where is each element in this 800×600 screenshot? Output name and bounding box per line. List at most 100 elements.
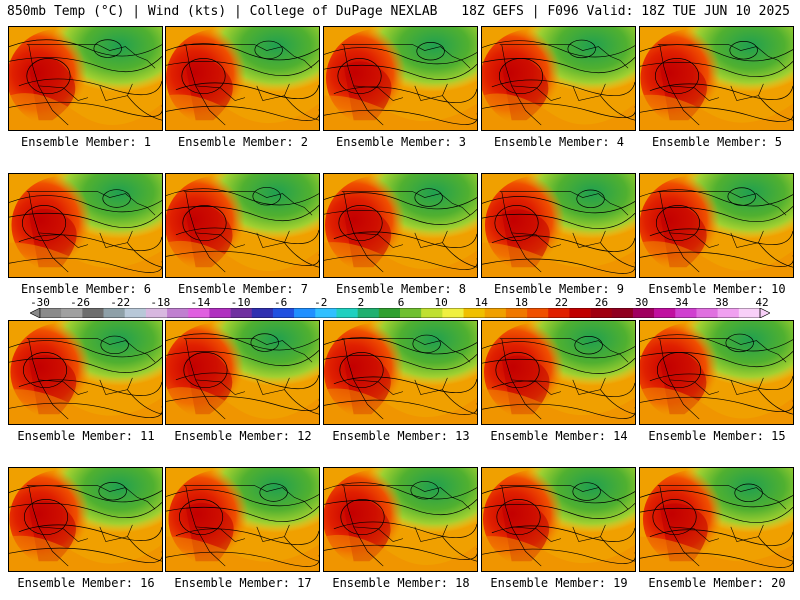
temperature-map bbox=[324, 174, 477, 277]
temperature-map bbox=[482, 27, 635, 130]
temperature-map bbox=[166, 468, 319, 571]
temperature-map bbox=[166, 174, 319, 277]
temperature-colorbar bbox=[30, 308, 770, 318]
colorbar-segment bbox=[696, 308, 718, 318]
temperature-map bbox=[9, 321, 162, 424]
ensemble-map-panel bbox=[481, 467, 636, 572]
temperature-map bbox=[9, 27, 162, 130]
ensemble-map-panel bbox=[8, 467, 163, 572]
colorbar-outline bbox=[39, 308, 761, 318]
header-title: 850mb Temp (°C) | Wind (kts) | College o… bbox=[7, 4, 438, 19]
ensemble-map-panel bbox=[8, 173, 163, 278]
colorbar-segment bbox=[654, 308, 676, 318]
temperature-map bbox=[324, 468, 477, 571]
colorbar-tick-labels: -30 -26 -22 -18 -14 -10 -6 -2 2 6 10 14 18 22 26 30 34 38… bbox=[0, 296, 800, 309]
colorbar-tick-label: 34 bbox=[675, 296, 689, 309]
ensemble-member-label: Ensemble Member: 1 bbox=[20, 135, 152, 149]
colorbar-tick-label: 10 bbox=[434, 296, 448, 309]
temperature-map bbox=[482, 174, 635, 277]
colorbar-tick-label: 26 bbox=[594, 296, 609, 309]
colorbar-segment bbox=[230, 308, 253, 318]
colorbar-right-arrow bbox=[759, 308, 770, 318]
colorbar-tick-label: -2 bbox=[314, 296, 328, 309]
colorbar-tick-label: 30 bbox=[635, 296, 649, 309]
colorbar-segment bbox=[442, 308, 464, 318]
colorbar-left-arrow bbox=[30, 308, 41, 318]
temperature-map bbox=[482, 321, 635, 424]
ensemble-map-panel bbox=[639, 320, 794, 425]
ensemble-map-panel bbox=[323, 173, 478, 278]
colorbar-tick-label: -22 bbox=[110, 296, 131, 309]
colorbar-segment bbox=[632, 308, 655, 318]
ensemble-map-panel bbox=[165, 467, 320, 572]
ensemble-member-label: Ensemble Member: 4 bbox=[493, 135, 625, 149]
temperature-map bbox=[9, 468, 162, 571]
colorbar-segment bbox=[103, 308, 126, 318]
colorbar-segment bbox=[400, 308, 422, 318]
ensemble-map-panel bbox=[8, 26, 163, 131]
colorbar-tick-label: 18 bbox=[514, 296, 528, 309]
ensemble-member-label: Ensemble Member: 12 bbox=[174, 429, 312, 443]
temperature-map bbox=[324, 27, 477, 130]
colorbar-tick-label: 42 bbox=[755, 296, 769, 309]
temperature-map bbox=[166, 27, 319, 130]
colorbar-segment bbox=[167, 308, 189, 318]
ensemble-member-label: Ensemble Member: 19 bbox=[490, 576, 628, 590]
colorbar-segment bbox=[61, 308, 83, 318]
colorbar-segment bbox=[590, 308, 613, 318]
colorbar-segment bbox=[611, 308, 634, 318]
colorbar-segment bbox=[527, 308, 549, 318]
colorbar-segment bbox=[188, 308, 210, 318]
colorbar-segment bbox=[675, 308, 697, 318]
colorbar-tick-label: -10 bbox=[230, 296, 251, 309]
ensemble-member-label: Ensemble Member: 17 bbox=[174, 576, 312, 590]
ensemble-map-panel bbox=[165, 26, 320, 131]
ensemble-map-panel bbox=[481, 320, 636, 425]
colorbar-segment bbox=[484, 308, 507, 318]
colorbar-segment bbox=[145, 308, 168, 318]
ensemble-member-label: Ensemble Member: 11 bbox=[17, 429, 155, 443]
ensemble-member-label: Ensemble Member: 13 bbox=[332, 429, 470, 443]
ensemble-member-label: Ensemble Member: 10 bbox=[648, 282, 786, 296]
temperature-map bbox=[9, 174, 162, 277]
ensemble-member-label: Ensemble Member: 8 bbox=[335, 282, 467, 296]
colorbar-tick-label: -18 bbox=[150, 296, 171, 309]
ensemble-map-panel bbox=[481, 26, 636, 131]
temperature-map bbox=[640, 321, 793, 424]
colorbar-segment bbox=[357, 308, 380, 318]
colorbar-segment bbox=[315, 308, 337, 318]
ensemble-member-label: Ensemble Member: 18 bbox=[332, 576, 470, 590]
colorbar-segment bbox=[717, 308, 740, 318]
colorbar-segment bbox=[272, 308, 295, 318]
ensemble-map-panel bbox=[639, 173, 794, 278]
ensemble-member-label: Ensemble Member: 6 bbox=[20, 282, 152, 296]
temperature-map bbox=[640, 468, 793, 571]
ensemble-map-panel bbox=[639, 467, 794, 572]
colorbar-tick-label: 14 bbox=[474, 296, 488, 309]
ensemble-map-panel bbox=[323, 320, 478, 425]
ensemble-map-panel bbox=[165, 173, 320, 278]
colorbar-segment bbox=[505, 308, 528, 318]
colorbar-tick-label: -26 bbox=[70, 296, 91, 309]
colorbar-segment bbox=[463, 308, 486, 318]
ensemble-map-panel bbox=[165, 320, 320, 425]
colorbar-segment bbox=[738, 308, 761, 318]
ensemble-member-label: Ensemble Member: 9 bbox=[493, 282, 625, 296]
ensemble-member-label: Ensemble Member: 7 bbox=[177, 282, 309, 296]
ensemble-member-label: Ensemble Member: 5 bbox=[651, 135, 783, 149]
colorbar-segment bbox=[421, 308, 443, 318]
colorbar-tick-label: -6 bbox=[274, 296, 288, 309]
colorbar-segment bbox=[251, 308, 274, 318]
colorbar-tick-label: -30 bbox=[30, 296, 50, 309]
colorbar-tick-label: 22 bbox=[554, 296, 569, 309]
colorbar-segment bbox=[124, 308, 147, 318]
colorbar-tick-label: 38 bbox=[715, 296, 729, 309]
temperature-map bbox=[324, 321, 477, 424]
colorbar-segment bbox=[294, 308, 316, 318]
ensemble-member-label: Ensemble Member: 15 bbox=[648, 429, 786, 443]
colorbar-segment bbox=[569, 308, 591, 318]
temperature-map bbox=[640, 174, 793, 277]
ensemble-map-panel bbox=[8, 320, 163, 425]
ensemble-member-label: Ensemble Member: 14 bbox=[490, 429, 628, 443]
colorbar-tick-label: 6 bbox=[397, 296, 405, 309]
